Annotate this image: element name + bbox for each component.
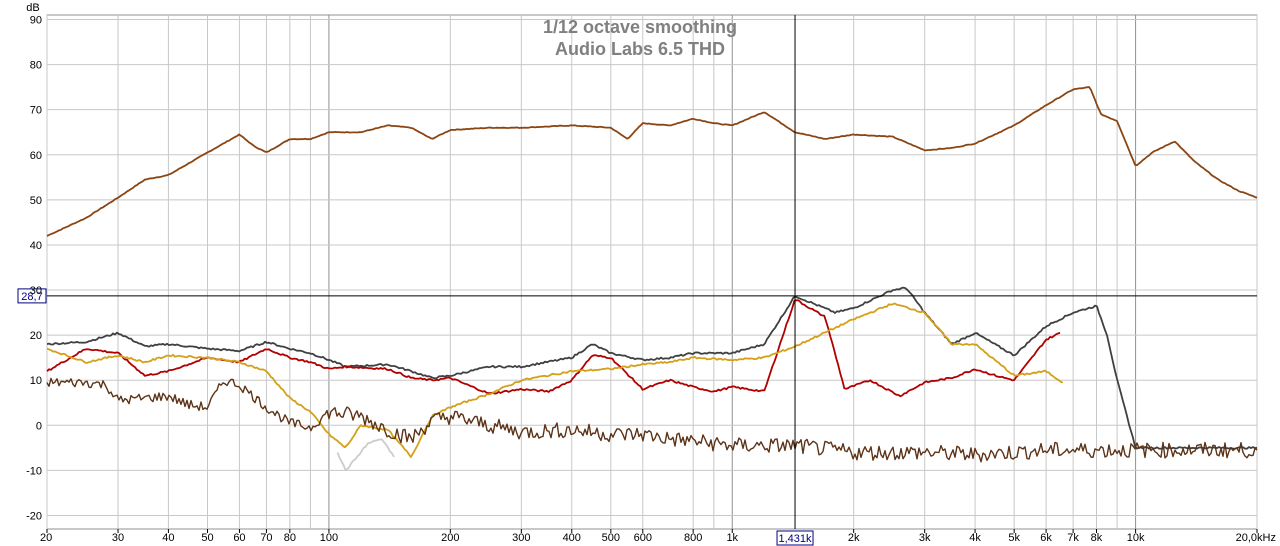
x-tick-label: 10k — [1127, 532, 1145, 544]
x-tick-label: 6k — [1040, 532, 1052, 544]
y-tick-label: 0 — [36, 420, 42, 432]
x-tick-label: 50 — [201, 532, 213, 544]
x-tick-label: 400 — [563, 532, 581, 544]
x-tick-label: 5k — [1008, 532, 1020, 544]
x-tick-label: 20,0kHz — [1236, 532, 1276, 544]
y-axis-unit-label: dB — [26, 2, 39, 14]
cursor-x-readout[interactable]: 1,431k — [779, 533, 813, 545]
x-tick-label: 30 — [112, 532, 124, 544]
x-tick-label: 200 — [441, 532, 459, 544]
y-tick-label: 80 — [30, 60, 42, 72]
y-tick-label: 10 — [30, 375, 42, 387]
y-tick-label: 70 — [30, 105, 42, 117]
series-line — [336, 438, 395, 471]
series-line — [46, 377, 1258, 463]
y-tick-label: 30 — [30, 285, 42, 297]
x-tick-label: 300 — [512, 532, 530, 544]
x-tick-label: 600 — [634, 532, 652, 544]
x-tick-label: 800 — [684, 532, 702, 544]
y-tick-label: -20 — [26, 510, 42, 522]
series-lines — [46, 86, 1258, 471]
chart-title: 1/12 octave smoothing — [543, 17, 737, 37]
x-tick-label: 3k — [919, 532, 931, 544]
y-tick-label: 90 — [30, 15, 42, 27]
x-tick-label: 100 — [320, 532, 338, 544]
x-tick-label: 1k — [726, 532, 738, 544]
chart-subtitle: Audio Labs 6.5 THD — [555, 39, 725, 59]
series-line — [46, 286, 1258, 450]
series-line — [46, 86, 1258, 237]
x-tick-label: 70 — [260, 532, 272, 544]
grid — [46, 15, 1258, 529]
series-line — [46, 302, 1064, 458]
cursor-y-readout[interactable]: 28,7 — [21, 291, 42, 303]
y-tick-label: -10 — [26, 465, 42, 477]
x-tick-label: 7k — [1067, 532, 1079, 544]
cursor[interactable]: 28,7 1,431k — [17, 15, 1257, 546]
x-tick-label: 20 — [40, 532, 52, 544]
y-tick-label: 20 — [30, 330, 42, 342]
x-tick-label: 80 — [284, 532, 296, 544]
y-tick-label: 50 — [30, 195, 42, 207]
x-tick-label: 60 — [233, 532, 245, 544]
x-tick-label: 4k — [969, 532, 981, 544]
axes: 20 30 40 50 60 70 80 100 200 300 400 500 600 800 1k 2k 3… — [26, 15, 1276, 544]
cursor-y-readout-box[interactable] — [17, 288, 47, 304]
x-tick-label: 500 — [602, 532, 620, 544]
cursor-x-readout-box[interactable] — [776, 530, 814, 546]
x-tick-label: 2k — [848, 532, 860, 544]
x-tick-label: 8k — [1091, 532, 1103, 544]
y-tick-label: 40 — [30, 240, 42, 252]
y-tick-label: 60 — [30, 150, 42, 162]
x-tick-label: 40 — [162, 532, 174, 544]
